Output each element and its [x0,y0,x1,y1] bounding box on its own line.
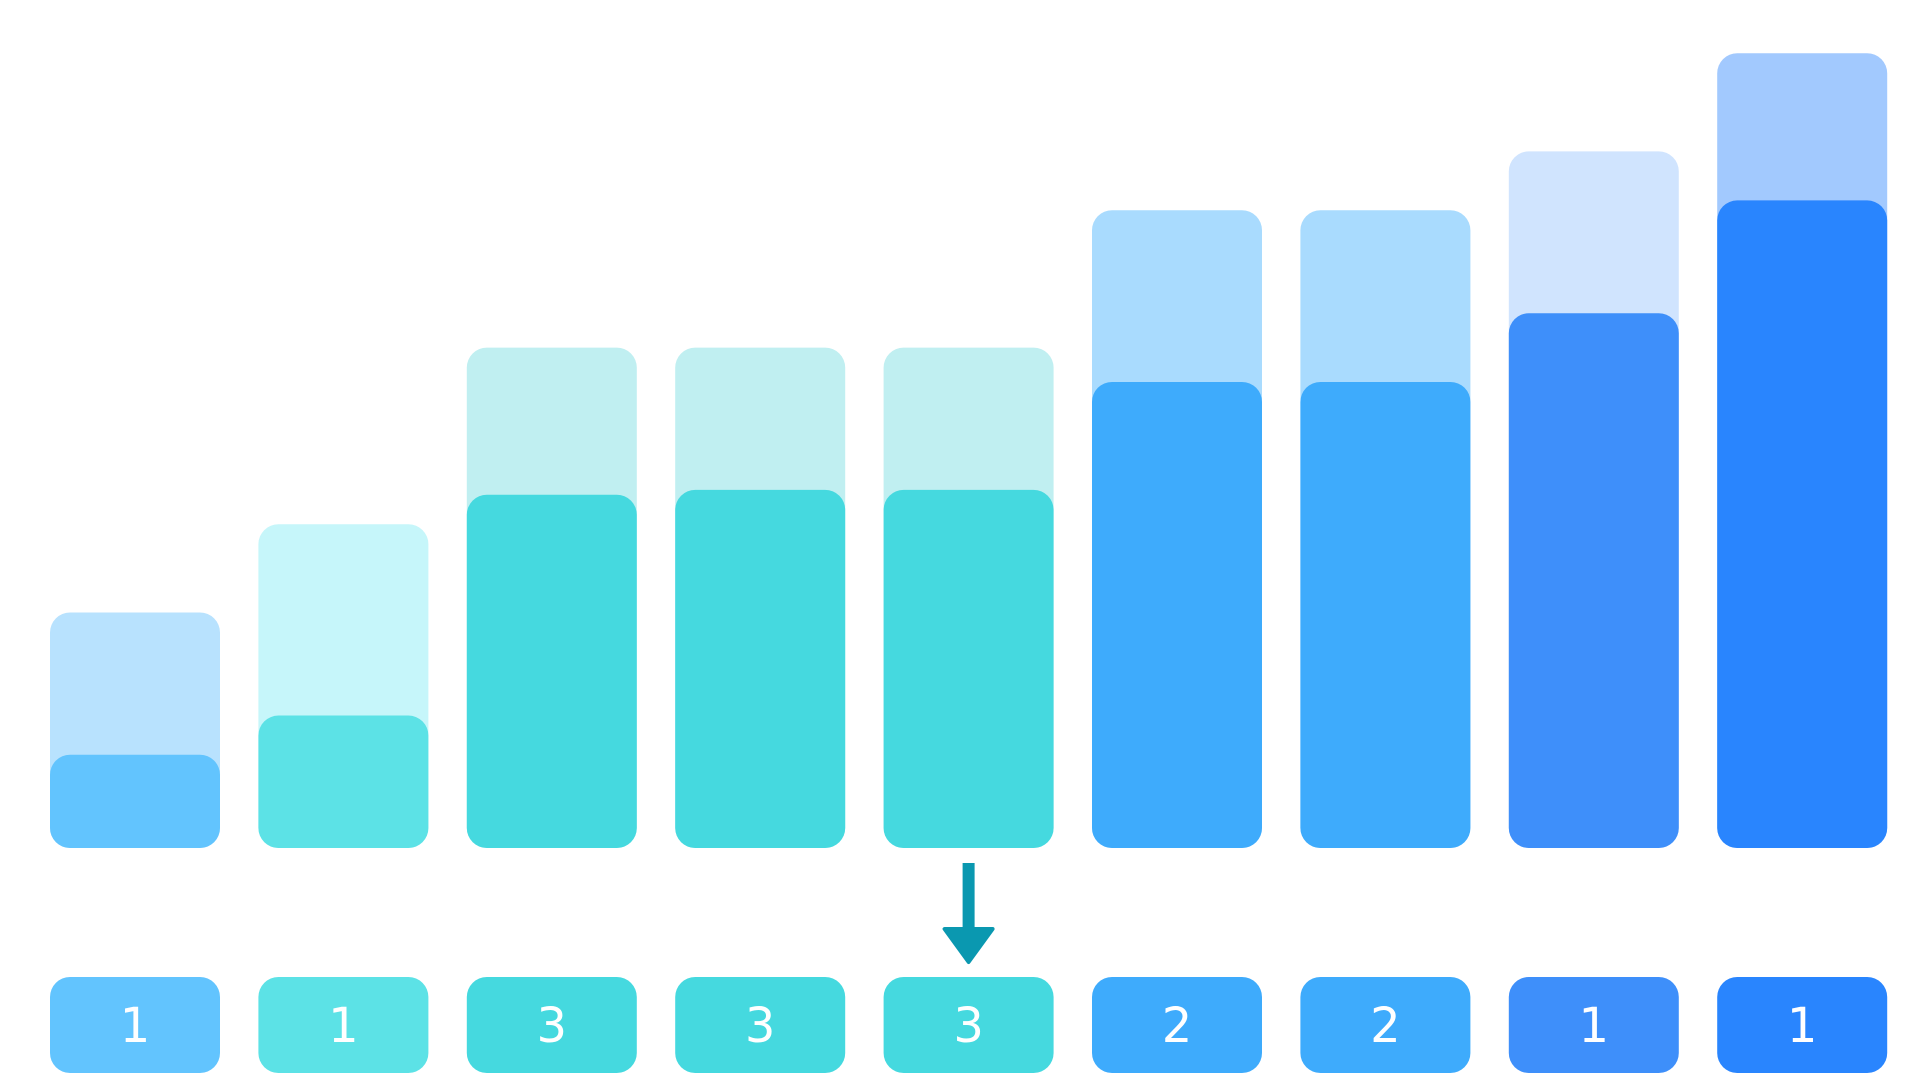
category-label-box-2 [258,977,429,1073]
category-label-3: 3 [537,998,568,1054]
bar-inner-8 [1508,313,1679,849]
category-label-box-5 [883,977,1054,1073]
bar-inner-2 [258,715,429,848]
bar-inner-4 [675,489,846,848]
category-label-7: 2 [1370,998,1401,1054]
bars-group [50,53,1888,849]
arrow-shaft [962,863,975,931]
highlight-arrow-group [942,863,995,964]
category-label-1: 1 [120,998,151,1054]
category-labels-group: 1 1 3 3 3 2 2 1 1 [50,977,1888,1073]
category-label-5: 3 [953,998,984,1054]
category-label-box-6 [1092,977,1262,1073]
bar-inner-6 [1092,381,1262,848]
arrow-down-icon [942,927,995,964]
category-label-box-8 [1508,977,1679,1073]
category-label-9: 1 [1787,998,1818,1054]
bar-inner-7 [1300,381,1471,848]
category-label-box-9 [1717,977,1888,1073]
category-label-box-3 [466,977,637,1073]
bar-inner-5 [883,489,1054,848]
category-label-box-1 [50,977,220,1073]
bar-inner-1 [50,754,220,848]
category-label-box-4 [675,977,846,1073]
bar-inner-3 [466,494,637,848]
category-label-6: 2 [1162,998,1193,1054]
bar-inner-9 [1717,200,1888,848]
category-label-8: 1 [1579,998,1610,1054]
category-label-box-7 [1300,977,1471,1073]
category-label-4: 3 [745,998,776,1054]
category-label-2: 1 [328,998,359,1054]
